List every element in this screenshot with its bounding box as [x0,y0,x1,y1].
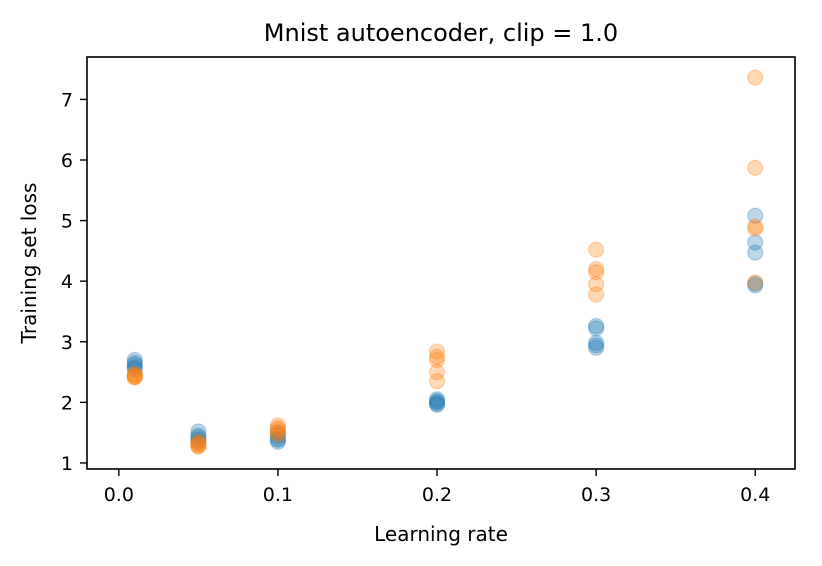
series-0-point-20 [588,317,605,335]
series-0-point-3 [126,359,143,376]
series-0-point-9 [190,433,207,450]
x-tick-label: 0.2 [422,484,452,506]
series-1-point-9 [190,438,207,455]
series-1-point-8 [190,437,207,455]
series-0-point-26 [747,234,764,251]
series-1-point-17 [428,351,446,369]
series-0-point-5 [190,423,207,440]
series-0-point-15 [428,391,446,408]
series-0-point-29 [747,277,764,294]
series-0-point-18 [428,395,446,412]
series-1-point-5 [190,433,207,450]
series-0-point-13 [269,431,287,449]
series-0-point-10 [269,424,287,441]
series-0-point-1 [126,354,143,372]
series-1-point-19 [428,373,446,390]
series-1-point-21 [588,260,605,278]
series-0-point-25 [747,207,764,224]
x-tick-label: 0.1 [263,484,293,506]
series-0-point-0 [126,351,143,369]
x-axis-label: Learning rate [374,522,508,546]
series-0-point-4 [126,360,143,378]
y-tick-label: 2 [61,392,73,414]
series-0-point-14 [269,433,287,450]
series-1-point-28 [747,220,764,237]
series-1-point-3 [126,368,143,386]
x-axis: 0.0 0.1 0.2 0.3 0.4 [104,469,770,506]
series-0-point-28 [747,275,764,292]
series-1-point-25 [747,69,764,86]
series-1-point-2 [126,368,143,385]
y-tick-label: 3 [61,332,73,354]
series-0-point-11 [269,427,287,444]
y-tick-label: 1 [61,453,73,475]
series-0-point-8 [190,431,207,449]
series-1-point-4 [126,369,143,386]
series-1-point-15 [428,343,446,360]
y-tick-label: 6 [61,150,73,172]
series-0-point-6 [190,427,207,444]
series-1-point-22 [588,263,605,281]
series-1-point-29 [747,274,764,291]
series-0-point-22 [588,334,605,352]
y-tick-label: 5 [61,211,73,233]
points-layer [126,69,764,455]
y-tick-label: 7 [61,89,73,111]
series-1-point-1 [126,366,143,384]
series-0-point-19 [428,396,446,413]
chart-title: Mnist autoencoder, clip = 1.0 [264,19,618,47]
series-1-point-12 [269,421,287,438]
series-0-point-12 [269,430,287,447]
series-1-point-16 [428,348,446,366]
series-0-point-21 [588,320,605,337]
series-0-point-23 [588,337,605,354]
series-0-point-16 [428,393,446,410]
series-1-point-0 [126,365,143,382]
series-0-point-2 [126,356,143,373]
y-axis-label: Training set loss [17,183,41,345]
series-1-point-10 [269,417,287,434]
x-tick-label: 0.3 [581,484,611,506]
x-tick-label: 0.0 [104,484,134,506]
series-0-point-27 [747,244,764,261]
series-0-point-7 [190,429,207,446]
series-1-point-23 [588,276,605,293]
x-tick-label: 0.4 [740,484,770,506]
series-1-point-27 [747,218,764,235]
series-1-point-14 [269,426,287,443]
series-1-point-13 [269,424,287,441]
series-1-point-24 [588,286,605,303]
series-1-point-11 [269,419,287,436]
series-1-point-20 [588,241,605,258]
series-1-point-26 [747,159,764,176]
series-0-point-17 [428,394,446,411]
y-axis: 1 2 3 4 5 6 7 [61,89,87,475]
series-1-point-6 [190,435,207,452]
y-tick-label: 4 [61,271,73,293]
series-1-point-18 [428,363,446,381]
series-0-point-24 [588,339,605,356]
plot-frame [86,56,796,470]
series-1-point-7 [190,436,207,453]
